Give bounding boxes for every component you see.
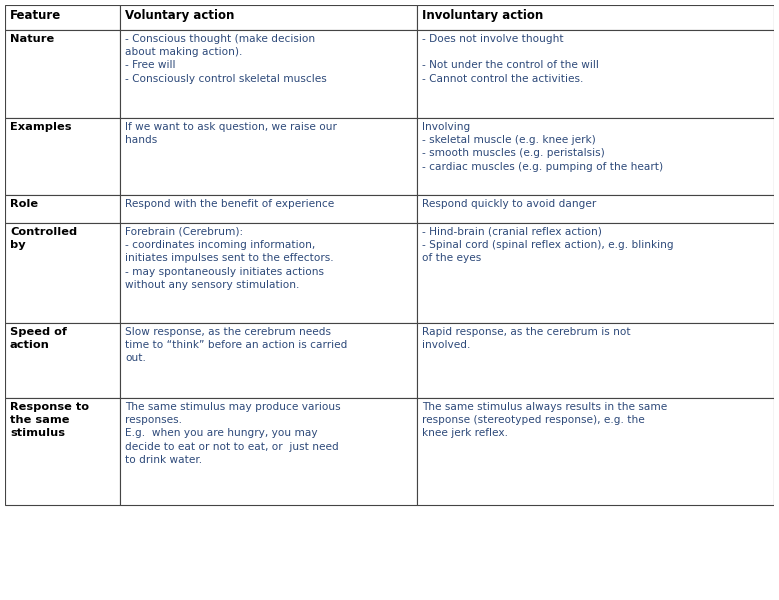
Text: If we want to ask question, we raise our
hands: If we want to ask question, we raise our… [125,122,337,145]
Text: Nature: Nature [10,34,55,44]
Bar [120,118,417,195]
Bar [417,195,774,223]
Text: Feature: Feature [10,9,62,22]
Bar [417,223,774,323]
Bar [120,30,417,118]
Text: - Hind-brain (cranial reflex action)
- Spinal cord (spinal reflex action), e.g. : - Hind-brain (cranial reflex action) - S… [422,227,674,263]
Bar [5,398,120,505]
Bar [5,323,120,398]
Bar [120,398,417,505]
Text: Slow response, as the cerebrum needs
time to “think” before an action is carried: Slow response, as the cerebrum needs tim… [125,327,347,364]
Text: Forebrain (Cerebrum):
- coordinates incoming information,
initiates impulses sen: Forebrain (Cerebrum): - coordinates inco… [125,227,333,290]
Bar [417,118,774,195]
Text: The same stimulus always results in the same
response (stereotyped response), e.: The same stimulus always results in the … [422,402,668,439]
Bar [417,398,774,505]
Text: Involving
- skeletal muscle (e.g. knee jerk)
- smooth muscles (e.g. peristalsis): Involving - skeletal muscle (e.g. knee j… [422,122,663,172]
Text: - Does not involve thought

- Not under the control of the will
- Cannot control: - Does not involve thought - Not under t… [422,34,599,83]
Text: Rapid response, as the cerebrum is not
involved.: Rapid response, as the cerebrum is not i… [422,327,631,350]
Text: Controlled
by: Controlled by [10,227,77,250]
Text: Examples: Examples [10,122,72,132]
Bar [5,195,120,223]
Bar [417,30,774,118]
Text: Response to
the same
stimulus: Response to the same stimulus [10,402,89,439]
Bar [417,5,774,30]
Bar [120,195,417,223]
Text: Involuntary action: Involuntary action [422,9,543,22]
Bar [5,5,120,30]
Bar [5,118,120,195]
Bar [120,323,417,398]
Text: Role: Role [10,199,38,209]
Text: Respond with the benefit of experience: Respond with the benefit of experience [125,199,334,209]
Bar [120,223,417,323]
Bar [120,5,417,30]
Text: Respond quickly to avoid danger: Respond quickly to avoid danger [422,199,596,209]
Bar [417,323,774,398]
Text: Voluntary action: Voluntary action [125,9,234,22]
Text: Speed of
action: Speed of action [10,327,67,350]
Bar [5,223,120,323]
Text: - Conscious thought (make decision
about making action).
- Free will
- Conscious: - Conscious thought (make decision about… [125,34,326,83]
Bar [5,30,120,118]
Text: The same stimulus may produce various
responses.
E.g.  when you are hungry, you : The same stimulus may produce various re… [125,402,340,465]
